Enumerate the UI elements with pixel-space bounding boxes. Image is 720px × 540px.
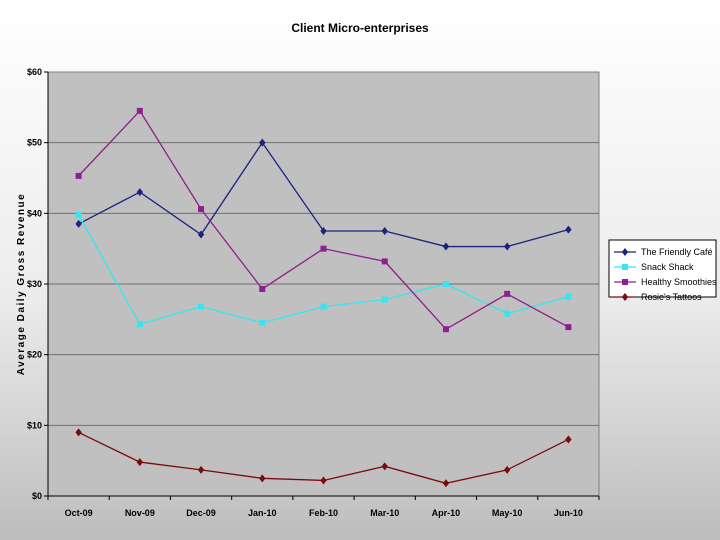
legend: The Friendly Café Snack Shack Healthy Smoo… xyxy=(608,239,717,302)
x-tick-label: Nov-09 xyxy=(125,508,155,518)
x-tick-label: May-10 xyxy=(492,508,523,518)
data-point xyxy=(75,219,82,228)
series-rosie-s-tattoos xyxy=(75,428,572,488)
legend-entries: The Friendly Café Snack Shack Healthy Smoo… xyxy=(614,247,717,302)
chart-title: Client Micro-enterprises xyxy=(291,21,429,35)
data-point xyxy=(565,293,572,300)
y-tick-label: $30 xyxy=(27,279,42,289)
legend-marker xyxy=(621,293,629,301)
series-group xyxy=(75,107,572,488)
x-tick-label: Mar-10 xyxy=(370,508,399,518)
data-point xyxy=(259,319,266,326)
x-tick-label: Dec-09 xyxy=(186,508,216,518)
data-point xyxy=(503,465,511,474)
data-point xyxy=(504,290,511,297)
legend-label: Healthy Smoothies xyxy=(641,277,717,287)
data-point xyxy=(136,107,143,114)
legend-marker xyxy=(622,279,628,285)
legend-item: Snack Shack xyxy=(614,262,694,272)
legend-label: Rosie's Tattoos xyxy=(641,292,702,302)
y-tick-label: $50 xyxy=(27,138,42,148)
data-point xyxy=(442,326,449,333)
data-point xyxy=(259,138,266,147)
data-point xyxy=(320,245,327,252)
data-point xyxy=(197,465,205,474)
legend-marker xyxy=(622,264,628,270)
y-tick-label: $60 xyxy=(27,67,42,77)
y-axis-ticks: $0 $10 $20 $30 $40 $50 $60 xyxy=(27,67,49,501)
data-point xyxy=(198,303,205,310)
data-point xyxy=(75,172,82,179)
data-point xyxy=(503,242,511,251)
data-point xyxy=(259,474,266,483)
data-point xyxy=(442,281,449,287)
data-point xyxy=(381,258,388,265)
data-point xyxy=(565,225,572,234)
data-point xyxy=(381,296,388,303)
data-point xyxy=(504,310,511,317)
data-point xyxy=(442,479,450,488)
series-the-friendly-caf- xyxy=(75,138,572,251)
x-tick-label: Jun-10 xyxy=(554,508,583,518)
legend-item: Healthy Smoothies xyxy=(614,277,717,287)
x-axis-ticks: Oct-09 Nov-09 Dec-09 Jan-10 Feb-10 Mar-10 Apr-… xyxy=(47,495,600,518)
y-tick-label: $40 xyxy=(27,208,42,218)
data-point xyxy=(75,428,82,437)
data-point xyxy=(320,303,327,310)
x-tick-label: Oct-09 xyxy=(65,508,93,518)
data-point xyxy=(197,230,205,239)
data-point xyxy=(381,462,388,471)
data-point xyxy=(259,285,266,292)
y-tick-label: $0 xyxy=(32,491,42,501)
data-point xyxy=(136,321,143,328)
series-snack-shack xyxy=(75,211,572,328)
x-tick-label: Feb-10 xyxy=(309,508,338,518)
data-point xyxy=(136,458,144,467)
data-point xyxy=(565,435,572,444)
x-tick-label: Jan-10 xyxy=(248,508,277,518)
data-point xyxy=(198,206,205,213)
data-point xyxy=(320,227,327,235)
legend-marker xyxy=(621,248,629,256)
data-point xyxy=(442,242,450,251)
data-point xyxy=(565,324,572,331)
data-point xyxy=(75,211,82,218)
legend-item: The Friendly Café xyxy=(614,247,713,257)
series-healthy-smoothies xyxy=(75,107,572,333)
data-point xyxy=(136,188,144,197)
x-tick-label: Apr-10 xyxy=(432,508,461,518)
y-tick-label: $20 xyxy=(27,350,42,360)
legend-item: Rosie's Tattoos xyxy=(614,292,702,302)
data-point xyxy=(381,227,388,235)
legend-label: The Friendly Café xyxy=(641,247,713,257)
y-axis-title: Average Daily Gross Revenue xyxy=(16,193,27,375)
gridlines xyxy=(48,142,599,426)
data-point xyxy=(320,476,327,485)
legend-label: Snack Shack xyxy=(641,262,694,272)
y-tick-label: $10 xyxy=(27,420,42,430)
